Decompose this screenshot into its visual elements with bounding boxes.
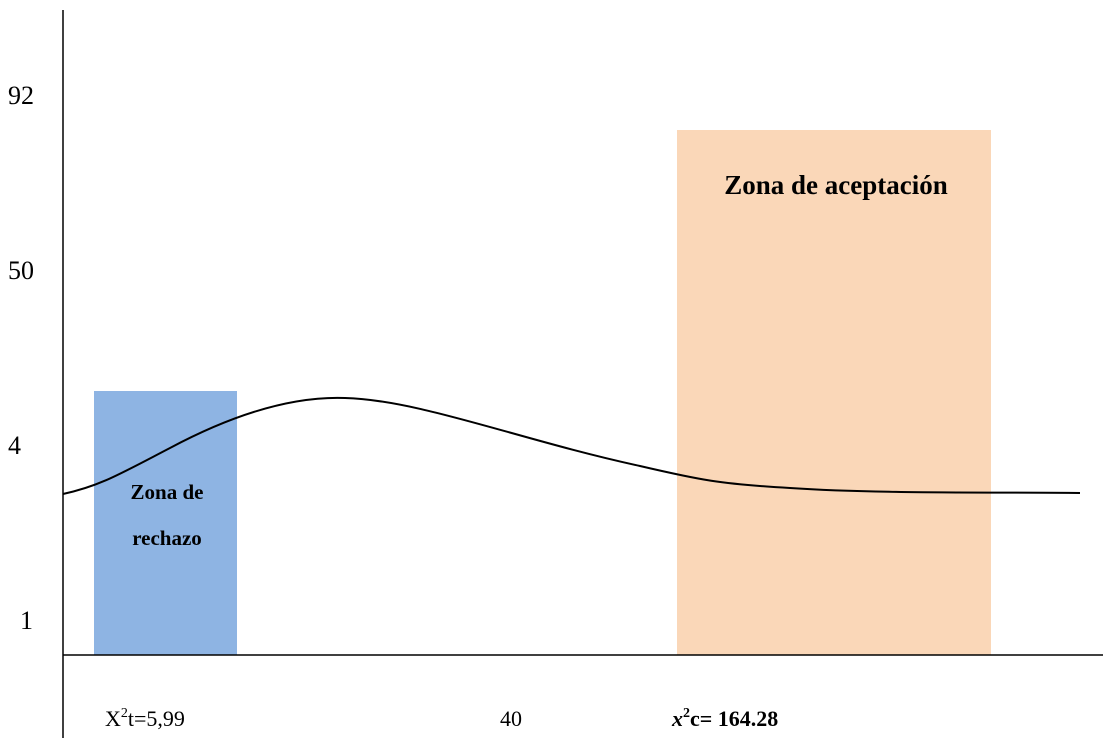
rejection-zone	[94, 391, 237, 655]
rejection-label: rechazo	[132, 526, 202, 550]
label-sup: 2	[121, 706, 128, 721]
y-label: 50	[8, 256, 34, 285]
acceptance-zone	[677, 130, 991, 655]
x-label: X2t=5,99	[105, 706, 185, 731]
y-label: 1	[20, 606, 33, 635]
y-label: 4	[8, 431, 21, 460]
y-label: 92	[8, 81, 34, 110]
label-base: X	[105, 706, 121, 731]
rejection-label: Zona de	[131, 480, 204, 504]
label-base: x	[671, 706, 683, 731]
distribution-curve	[62, 396, 1081, 495]
label-rest: t=5,99	[128, 706, 185, 731]
label-rest: c= 164.28	[690, 706, 778, 731]
x-label: 40	[500, 706, 522, 731]
x-label: x2c= 164.28	[671, 706, 778, 731]
acceptance-label: Zona de aceptación	[724, 170, 948, 200]
label-sup: 2	[683, 706, 690, 721]
